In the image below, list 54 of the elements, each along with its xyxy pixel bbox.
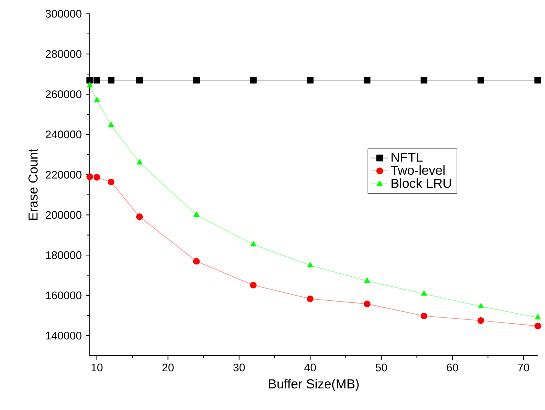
point bbox=[94, 97, 100, 102]
point bbox=[420, 77, 428, 84]
x-axis-title: Buffer Size(MB) bbox=[269, 379, 359, 392]
y-tick-label: 300000 bbox=[46, 10, 82, 18]
point bbox=[364, 300, 371, 308]
x-tick-label: 30 bbox=[234, 364, 246, 372]
point bbox=[250, 282, 257, 289]
point bbox=[86, 77, 94, 84]
x-tick-label: 40 bbox=[304, 364, 316, 372]
point bbox=[534, 322, 542, 330]
point bbox=[478, 317, 484, 324]
point bbox=[308, 262, 314, 268]
point bbox=[250, 241, 257, 247]
y-axis-title: Erase Count bbox=[28, 148, 38, 220]
point bbox=[136, 160, 143, 165]
point bbox=[108, 122, 114, 128]
point bbox=[307, 77, 314, 84]
point bbox=[193, 258, 200, 265]
point bbox=[421, 290, 428, 296]
y-tick-label: 180000 bbox=[46, 252, 82, 260]
y-tick-label: 140000 bbox=[46, 332, 82, 340]
point bbox=[86, 174, 94, 180]
x-tick-label: 50 bbox=[376, 364, 388, 372]
point bbox=[193, 77, 200, 84]
y-tick-label: 220000 bbox=[46, 171, 82, 179]
point bbox=[420, 312, 428, 320]
y-tick-label: 260000 bbox=[46, 90, 82, 98]
point bbox=[136, 214, 144, 220]
x-tick-label: 60 bbox=[447, 364, 458, 372]
y-tick-label: 240000 bbox=[46, 130, 82, 139]
point bbox=[108, 77, 115, 84]
y-tick-label: 280000 bbox=[46, 50, 82, 58]
x-tick-label: 20 bbox=[162, 364, 174, 372]
point bbox=[364, 77, 371, 84]
point bbox=[250, 77, 257, 84]
point bbox=[194, 212, 200, 218]
y-tick-label: 200000 bbox=[46, 211, 82, 220]
point bbox=[478, 77, 484, 84]
x-tick-label: 70 bbox=[518, 364, 530, 372]
point bbox=[108, 178, 115, 186]
point bbox=[136, 77, 144, 84]
point bbox=[535, 314, 541, 320]
point bbox=[478, 303, 484, 309]
y-tick-label: 160000 bbox=[46, 292, 82, 300]
legend-label: Two-level bbox=[391, 166, 445, 176]
point bbox=[364, 278, 370, 284]
legend-label: NFTL bbox=[392, 152, 423, 162]
point bbox=[534, 77, 542, 84]
point bbox=[87, 82, 93, 88]
point bbox=[94, 77, 100, 84]
point bbox=[94, 174, 100, 181]
x-tick-label: 10 bbox=[92, 364, 103, 372]
point bbox=[307, 296, 314, 302]
legend-label: Block LRU bbox=[392, 178, 452, 188]
